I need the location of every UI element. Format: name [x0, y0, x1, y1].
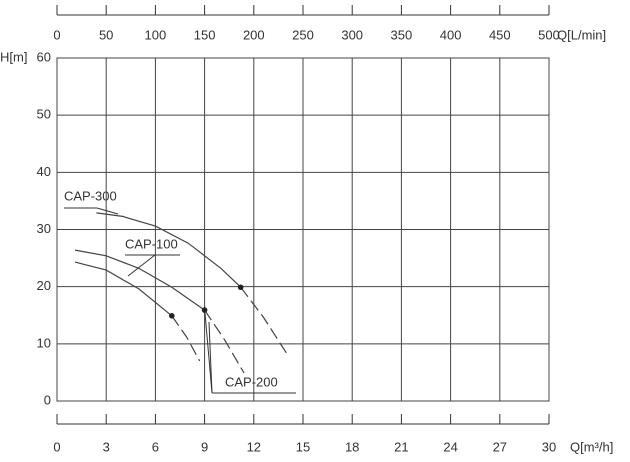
y-tick-label: 60	[37, 49, 51, 64]
x2-tick-label: 0	[53, 27, 60, 42]
x2-tick-label: 450	[489, 27, 511, 42]
curve	[74, 249, 205, 311]
x2-tick-label: 200	[243, 27, 265, 42]
y-tick-label: 50	[37, 107, 51, 122]
curve-label: CAP-100	[125, 236, 178, 251]
x2-tick-label: 150	[194, 27, 216, 42]
x2-tick-label: 500	[538, 27, 560, 42]
x-tick-label: 3	[103, 439, 110, 454]
x-tick-label: 12	[247, 439, 261, 454]
curve-extension	[204, 309, 245, 374]
y-tick-label: 20	[37, 278, 51, 293]
x2-tick-label: 50	[99, 27, 113, 42]
curve-extension	[240, 286, 289, 357]
leader-line	[208, 321, 213, 394]
x-tick-label: 21	[394, 439, 408, 454]
x2-tick-label: 100	[145, 27, 167, 42]
leader-line	[204, 312, 213, 394]
curve-extension	[171, 315, 201, 362]
curve-label: CAP-300	[64, 188, 117, 203]
curve-label: CAP-200	[225, 374, 278, 389]
curve	[74, 261, 173, 317]
x2-tick-label: 400	[440, 27, 462, 42]
x-tick-label: 6	[152, 439, 159, 454]
duty-point	[201, 307, 208, 313]
leader-line	[127, 254, 156, 277]
x2-tick-label: 250	[292, 27, 314, 42]
y-axis-label: H[m]	[0, 49, 27, 64]
y-tick-label: 30	[37, 221, 51, 236]
duty-point	[237, 284, 244, 291]
x2-tick-label: 350	[391, 27, 413, 42]
x-tick-label: 24	[443, 439, 457, 454]
leader-line	[96, 207, 119, 215]
x-tick-label: 15	[296, 439, 310, 454]
x2-tick-label: 300	[341, 27, 363, 42]
x-tick-label: 0	[53, 439, 60, 454]
x-axis-label: Q[m³/h]	[570, 439, 613, 454]
curve	[96, 212, 242, 288]
y-tick-label: 40	[37, 164, 51, 179]
x2-axis-label: Q[L/min]	[557, 27, 606, 42]
y-tick-label: 10	[37, 335, 51, 350]
duty-point	[169, 313, 175, 319]
x-tick-label: 27	[493, 439, 507, 454]
y-tick-label: 0	[44, 392, 51, 407]
x-tick-label: 18	[345, 439, 359, 454]
x-tick-label: 9	[201, 439, 208, 454]
x-tick-label: 30	[542, 439, 556, 454]
